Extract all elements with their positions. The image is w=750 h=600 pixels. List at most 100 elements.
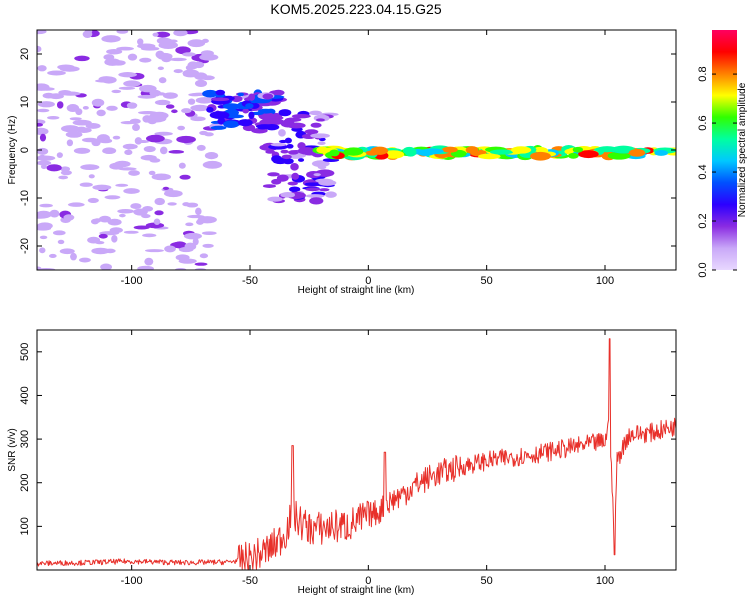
heatmap-cell xyxy=(178,258,197,264)
heatmap-cell xyxy=(175,46,191,55)
heatmap-cell xyxy=(195,97,214,104)
snr-xtick-label: 50 xyxy=(481,575,493,587)
heatmap-cell xyxy=(101,35,121,43)
heatmap-cell xyxy=(167,202,177,206)
heatmap-cell xyxy=(270,142,287,147)
heatmap-cell xyxy=(154,210,164,216)
heatmap-cell xyxy=(96,109,106,117)
heatmap-cell xyxy=(106,105,118,111)
heatmap-cell xyxy=(104,248,116,254)
heatmap-cell xyxy=(82,30,93,38)
heatmap-cell xyxy=(70,252,77,261)
heatmap-cell xyxy=(37,160,52,166)
heatmap-cell xyxy=(142,233,157,238)
heatmap-cell xyxy=(185,222,194,227)
heatmap-cell xyxy=(123,188,140,194)
heatmap-cell xyxy=(47,70,66,76)
heatmap-cell xyxy=(104,58,121,66)
heatmap-cell xyxy=(173,241,187,249)
heatmap-cell xyxy=(252,100,271,104)
snr-ytick-label: 100 xyxy=(19,517,31,535)
heatmap-cell xyxy=(188,93,202,97)
heatmap-cell xyxy=(282,158,294,165)
heatmap-cell xyxy=(192,237,199,246)
colorbar-tick-label: 0.2 xyxy=(697,213,709,228)
heatmap-cell xyxy=(319,188,330,192)
heatmap-cell xyxy=(60,91,81,96)
heatmap-cell xyxy=(57,239,65,245)
heatmap-cell xyxy=(309,110,322,116)
heatmap-cell xyxy=(291,172,300,180)
heatmap-cell xyxy=(294,193,304,197)
heatmap-cell xyxy=(245,103,254,109)
heatmap-cell xyxy=(182,202,190,207)
heatmap-cell xyxy=(114,160,131,168)
heatmap-cell xyxy=(217,117,226,125)
heatmap-cell xyxy=(102,149,110,154)
snr-panel: -100 -50 0 50 100 100 200 300 400 500 Height of s… xyxy=(7,329,677,596)
heatmap-cell xyxy=(163,190,183,198)
heatmap-cell xyxy=(305,187,321,192)
heatmap-cell xyxy=(200,50,214,57)
heatmap-cell xyxy=(173,30,188,37)
heatmap-cell xyxy=(129,118,141,124)
heatmap-cell xyxy=(39,247,46,254)
spectrogram-ytick-label: -20 xyxy=(19,238,31,254)
colorbar-ticks: 0.0 0.2 0.4 0.6 0.8 xyxy=(697,66,737,278)
heatmap-cell xyxy=(223,120,240,128)
heatmap-cell xyxy=(279,139,288,144)
heatmap-cell xyxy=(37,65,47,72)
heatmap-cell xyxy=(122,143,138,150)
heatmap-cell xyxy=(56,152,63,159)
heatmap-cell xyxy=(182,52,196,57)
heatmap-cell xyxy=(137,43,156,49)
colorbar-tick-label: 0.0 xyxy=(697,262,709,277)
spectrogram-ytick-label: 20 xyxy=(19,48,31,60)
heatmap-cell xyxy=(123,230,139,234)
heatmap-cell xyxy=(65,131,83,138)
heatmap-cell xyxy=(202,243,214,248)
heatmap-cell xyxy=(628,148,646,157)
heatmap-cell xyxy=(118,72,138,78)
heatmap-cell xyxy=(87,197,99,203)
spectrogram-xtick-label: 100 xyxy=(596,275,614,287)
heatmap-cell xyxy=(145,222,165,229)
heatmap-cell xyxy=(147,116,158,125)
heatmap-cell xyxy=(91,247,110,255)
heatmap-cell xyxy=(46,164,62,172)
spectrogram-heatmap xyxy=(37,30,676,270)
heatmap-cell xyxy=(66,104,80,113)
heatmap-cell xyxy=(168,150,185,154)
heatmap-cell xyxy=(56,101,64,109)
heatmap-cell xyxy=(185,64,194,71)
heatmap-cell xyxy=(201,231,217,235)
snr-ylabel: SNR (v/v) xyxy=(7,428,18,471)
heatmap-cell xyxy=(154,31,171,38)
snr-xlabel: Height of straight line (km) xyxy=(298,585,415,596)
heatmap-cell xyxy=(115,183,129,187)
heatmap-cell xyxy=(478,153,501,160)
heatmap-cell xyxy=(194,262,208,266)
colorbar-tick-label: 0.6 xyxy=(697,115,709,130)
heatmap-cell xyxy=(442,146,458,153)
heatmap-cell xyxy=(237,92,245,97)
heatmap-cell xyxy=(202,160,223,169)
heatmap-cell xyxy=(267,196,283,202)
heatmap-cell xyxy=(37,210,52,219)
heatmap-cell xyxy=(126,102,138,109)
heatmap-cell xyxy=(196,144,206,151)
snr-xtick-label: -50 xyxy=(242,575,258,587)
heatmap-cell xyxy=(69,117,82,121)
heatmap-cell xyxy=(154,197,165,206)
heatmap-cell xyxy=(154,131,173,136)
heatmap-cell xyxy=(343,147,364,156)
heatmap-cell xyxy=(404,147,417,157)
heatmap-cell xyxy=(287,181,298,186)
heatmap-cell xyxy=(510,146,532,154)
heatmap-cell xyxy=(530,151,551,161)
heatmap-cell xyxy=(165,104,175,109)
heatmap-cell xyxy=(38,87,55,91)
heatmap-cell xyxy=(310,133,330,139)
heatmap-cell xyxy=(148,170,156,176)
